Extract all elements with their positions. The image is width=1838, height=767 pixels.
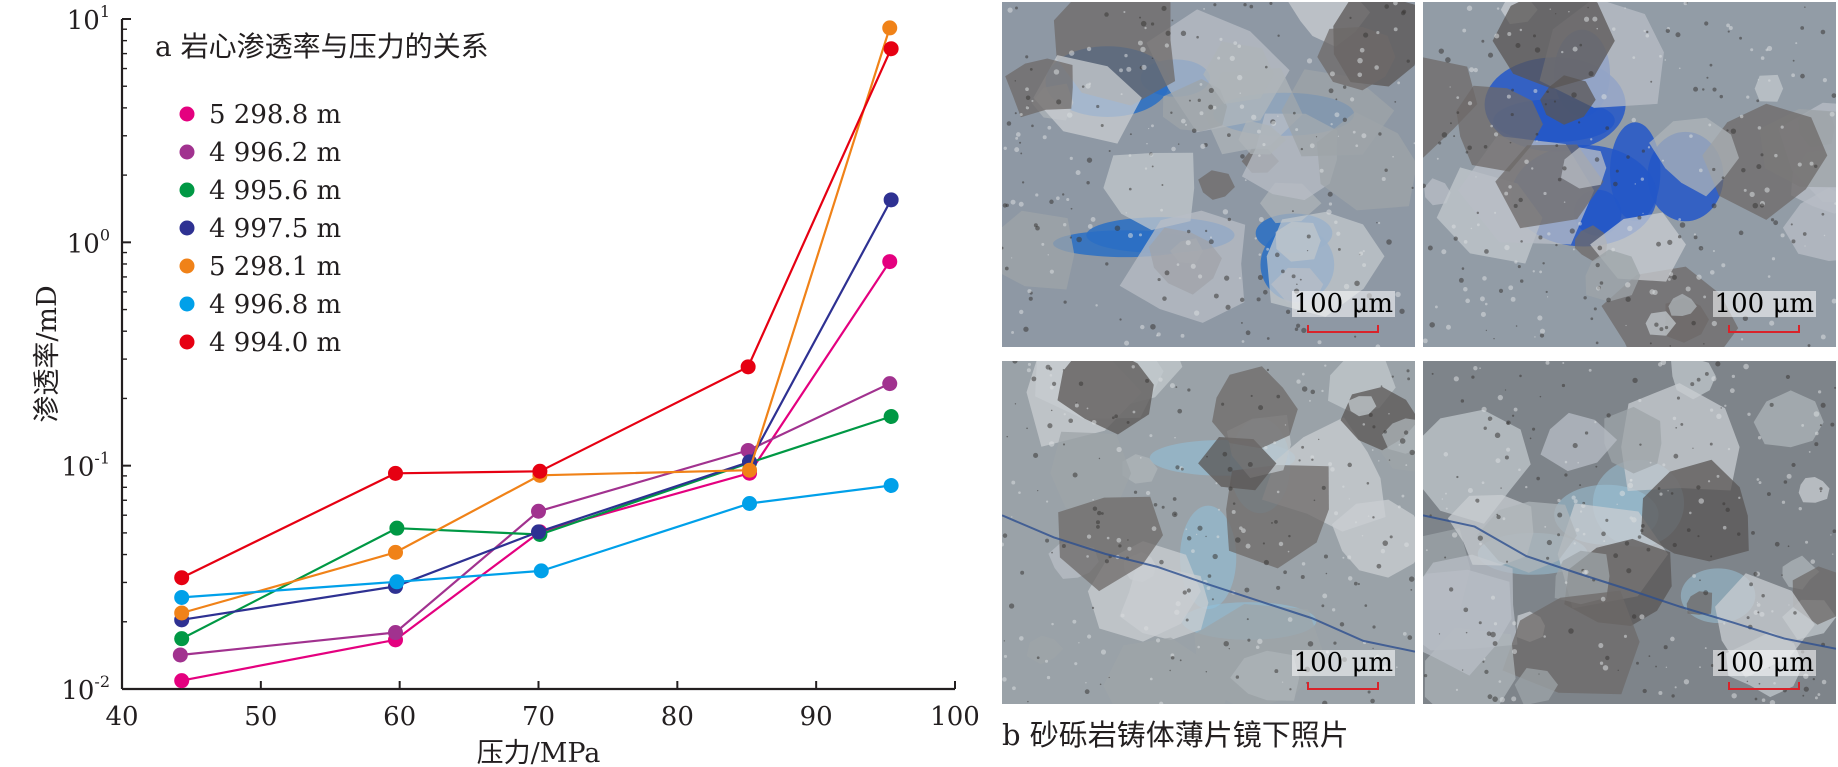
micrograph-panel-2: 100 μm — [1423, 2, 1836, 347]
data-point — [883, 409, 899, 425]
data-point — [740, 359, 756, 375]
legend-marker — [179, 220, 195, 236]
micrograph-caption: b 砂砾岩铸体薄片镜下照片 — [1002, 718, 1349, 752]
permeability-pressure-chart: 40 50 60 70 80 90 100 101 100 10-1 10-2 压力/MPa 渗透率/m… — [32, 2, 980, 767]
y-tick-label: 10-2 — [61, 672, 110, 706]
legend-marker — [179, 144, 195, 160]
x-tick-label: 80 — [661, 702, 694, 732]
data-point — [174, 631, 190, 647]
legend-label: 4 996.2 m — [209, 138, 341, 168]
series-7 — [174, 41, 899, 586]
data-point — [740, 442, 756, 458]
micrograph-panel-1: 100 μm — [1002, 2, 1415, 347]
micrograph-image — [1423, 2, 1836, 347]
series-2 — [172, 376, 898, 663]
y-tick-label: 100 — [67, 225, 110, 259]
scale-bar-label: 100 μm — [1291, 289, 1395, 319]
data-point — [531, 524, 546, 540]
legend-marker — [179, 296, 195, 312]
legend-label: 4 994.0 m — [209, 328, 341, 358]
legend-marker — [179, 182, 195, 198]
x-tick-label: 100 — [930, 702, 980, 732]
data-point — [174, 570, 190, 586]
x-tick-label: 90 — [800, 702, 833, 732]
micrograph-image — [1002, 2, 1415, 347]
legend-marker — [179, 334, 195, 350]
data-point — [742, 462, 758, 478]
series-line — [180, 382, 891, 657]
legend-marker — [179, 258, 195, 274]
data-point — [172, 647, 188, 663]
scale-bar — [1307, 325, 1379, 333]
x-tick-label: 70 — [522, 702, 555, 732]
data-point — [742, 496, 758, 512]
data-point — [531, 503, 546, 519]
scale-bar-label: 100 μm — [1712, 289, 1816, 319]
data-point — [174, 589, 190, 605]
x-tick-label: 60 — [383, 702, 416, 732]
data-point — [388, 625, 404, 641]
data-point — [883, 192, 899, 208]
scale-bar — [1728, 325, 1800, 333]
data-point — [882, 254, 898, 270]
data-point — [882, 20, 898, 36]
micrograph-panel-3: 100 μm — [1002, 361, 1415, 704]
data-point — [174, 673, 190, 689]
data-point — [533, 563, 549, 579]
series-line — [181, 484, 892, 599]
y-tick-label: 101 — [67, 2, 110, 36]
legend-label: 5 298.1 m — [209, 252, 341, 282]
scale-bar — [1307, 682, 1379, 690]
legend-marker — [179, 106, 195, 122]
data-point — [388, 465, 404, 481]
data-point — [532, 463, 548, 479]
chart-title: a 岩心渗透率与压力的关系 — [155, 30, 489, 63]
y-axis-label: 渗透率/mD — [32, 285, 63, 422]
y-tick-label: 10-1 — [61, 449, 110, 483]
legend-label: 4 997.5 m — [209, 214, 341, 244]
data-point — [389, 574, 405, 590]
x-tick-label: 40 — [105, 702, 138, 732]
legend-label: 4 995.6 m — [209, 176, 341, 206]
legend-label: 4 996.8 m — [209, 290, 341, 320]
series-6 — [174, 478, 899, 605]
data-point — [388, 544, 404, 560]
scale-bar-label: 100 μm — [1712, 648, 1816, 678]
data-point — [883, 478, 899, 494]
legend-label: 5 298.8 m — [209, 100, 341, 130]
data-point — [389, 520, 405, 536]
data-point — [174, 605, 190, 621]
x-axis-label: 压力/MPa — [477, 738, 601, 767]
data-point — [883, 41, 899, 57]
micrograph-panel-4: 100 μm — [1423, 361, 1836, 704]
x-tick-label: 50 — [244, 702, 277, 732]
data-point — [882, 376, 898, 392]
scale-bar-label: 100 μm — [1291, 648, 1395, 678]
scale-bar — [1728, 682, 1800, 690]
